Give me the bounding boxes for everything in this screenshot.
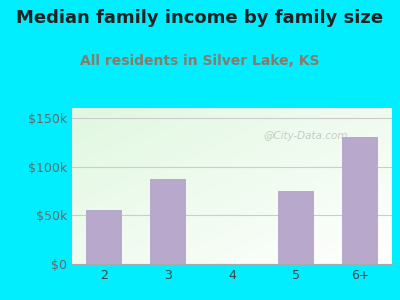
Bar xyxy=(86,210,122,264)
Text: Median family income by family size: Median family income by family size xyxy=(16,9,384,27)
Bar xyxy=(342,137,378,264)
Bar xyxy=(150,179,186,264)
Bar xyxy=(278,191,314,264)
Text: @City-Data.com: @City-Data.com xyxy=(263,131,348,141)
Text: All residents in Silver Lake, KS: All residents in Silver Lake, KS xyxy=(80,54,320,68)
